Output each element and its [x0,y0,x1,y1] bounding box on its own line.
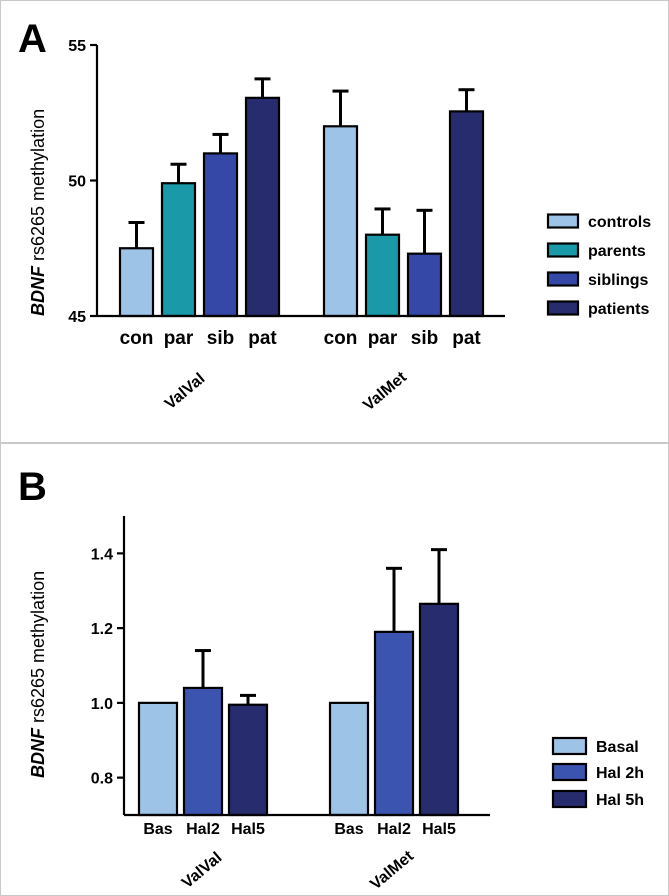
legend-label-patients: patients [588,301,649,318]
group-label-valmet: ValMet [367,847,417,893]
panel-b-y-axis-label: BDNF rs6265 methylation [28,571,48,778]
bar-valmet-hal-2h [373,630,415,817]
category-label: Hal2 [186,821,220,838]
panel-a-y-axis-label: BDNF rs6265 methylation [28,109,48,316]
bar-valval-hal-2h [182,686,224,817]
legend-swatch-parents [546,242,580,258]
bar-valval-patients [244,96,281,318]
bar-valval-controls [118,247,155,318]
y-tick-label: 55 [68,38,86,55]
legend-label-basal: Basal [596,739,639,756]
legend-label-siblings: siblings [588,272,649,289]
group-label-valmet: ValMet [360,368,410,414]
y-tick-label: 1.2 [91,621,113,638]
category-label: par [368,328,398,349]
y-tick-label: 45 [68,309,86,326]
panel-a-letter: A [18,17,47,61]
bar-valval-basal [137,701,179,817]
bar-valmet-hal-5h [418,602,460,817]
legend-label-hal-5h: Hal 5h [596,792,644,809]
y-tick-label: 50 [68,174,86,191]
bar-valmet-parents [364,233,401,318]
panel-a: A BDNF rs6265 methylation con par sib patVa… [0,0,669,443]
y-tick-label: 0.8 [91,771,113,788]
bar-valval-siblings [202,152,239,318]
category-label: con [120,328,154,349]
panel-b-plot-area: Bas Hal2 Hal5 ValVal Bas Hal2 Hal5 ValMet 0.8 1.0… [91,516,644,893]
bar-valmet-siblings [406,252,443,318]
legend-swatch-siblings [546,271,580,287]
panel-b-letter: B [18,465,47,509]
group-label-valval: ValVal [162,370,208,413]
legend-label-hal-2h: Hal 2h [596,765,644,782]
category-label: sib [207,328,234,349]
bar-valmet-basal [328,701,370,817]
legend-swatch-basal [551,736,588,756]
category-label: Bas [334,821,363,838]
legend-swatch-hal-2h [551,762,588,782]
category-label: pat [248,328,277,349]
bar-valmet-controls [322,125,359,318]
category-label: con [324,328,358,349]
bar-valmet-patients [448,110,485,318]
legend-label-parents: parents [588,243,646,260]
category-label: sib [411,328,438,349]
y-tick-label: 1.4 [91,546,113,563]
category-label: Hal2 [377,821,411,838]
legend-swatch-patients [546,300,580,316]
legend-swatch-controls [546,213,580,229]
group-label-valval: ValVal [179,849,225,892]
category-label: Bas [143,821,172,838]
legend-label-controls: controls [588,214,651,231]
bar-valval-parents [160,182,197,318]
category-label: Hal5 [422,821,456,838]
bar-valval-hal-5h [227,703,269,817]
category-label: Hal5 [231,821,265,838]
panel-b: B BDNF rs6265 methylation Bas Hal2 Hal5 Val… [0,443,669,896]
y-tick-label: 1.0 [91,696,113,713]
category-label: pat [452,328,481,349]
legend-swatch-hal-5h [551,789,588,809]
category-label: par [164,328,194,349]
